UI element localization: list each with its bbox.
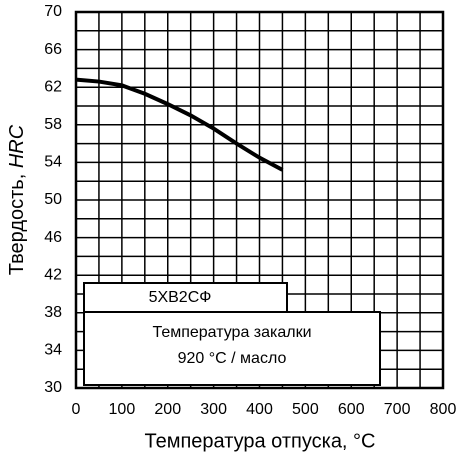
x-tick-label: 600 (338, 401, 365, 418)
y-axis-label: Твердость, HRC (6, 124, 28, 275)
annotation-box (83, 311, 381, 386)
y-tick-label: 54 (44, 154, 62, 171)
y-tick-label: 50 (44, 191, 62, 208)
x-tick-label: 800 (430, 401, 457, 418)
plot-frame (74, 10, 445, 390)
x-tick-label: 700 (384, 401, 411, 418)
legend-label: 5ХВ2СФ (149, 289, 212, 306)
y-tick-label: 38 (44, 304, 62, 321)
y-tick-label: 30 (44, 379, 62, 396)
x-tick-label: 200 (154, 401, 181, 418)
y-tick-label: 34 (44, 342, 62, 359)
y-tick-label: 70 (44, 3, 62, 20)
x-tick-label: 0 (72, 401, 81, 418)
x-tick-label: 100 (109, 401, 136, 418)
legend-box (83, 282, 288, 313)
x-tick-label: 400 (246, 401, 273, 418)
y-tick-label: 46 (44, 229, 62, 246)
x-axis-label: Температура отпуска, °C (144, 430, 375, 452)
x-tick-label: 500 (292, 401, 319, 418)
y-tick-label: 58 (44, 116, 62, 133)
y-tick-label: 66 (44, 41, 62, 58)
y-tick-label: 42 (44, 266, 62, 283)
annotation: 920 °C / масло (178, 350, 287, 367)
y-tick-label: 62 (44, 78, 62, 95)
x-tick-label: 300 (200, 401, 227, 418)
annotation: Температура закалки (152, 324, 311, 341)
data-line (75, 77, 284, 172)
y-axis-label-text: Твердость, (6, 174, 28, 275)
y-axis-unit: HRC (6, 124, 28, 168)
